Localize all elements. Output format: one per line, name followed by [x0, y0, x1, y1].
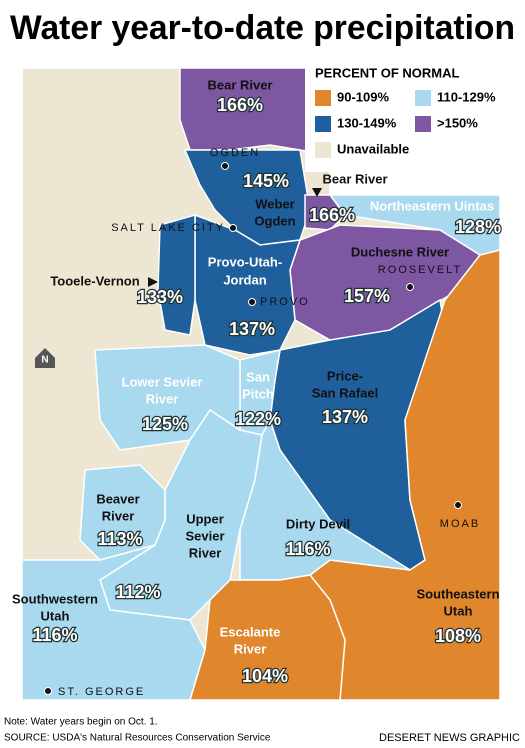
region-name: Price-	[327, 368, 363, 383]
region-value: 116%	[285, 539, 330, 559]
region-value: 128%	[455, 217, 501, 237]
region-name: Provo-Utah-	[208, 254, 282, 269]
legend-label: 90-109%	[337, 89, 389, 104]
region-value: 113%	[97, 529, 142, 549]
region-name: Utah	[444, 603, 473, 618]
legend-label: >150%	[437, 115, 478, 130]
legend-swatch	[415, 116, 431, 132]
city-dot	[221, 162, 229, 170]
city-name: SALT LAKE CITY	[111, 222, 225, 234]
region-name: Dirty Devil	[286, 516, 350, 531]
legend-label: 110-129%	[437, 89, 496, 104]
region-value: 125%	[142, 414, 188, 434]
credit: DESERET NEWS GRAPHIC	[379, 732, 520, 744]
region-name: River	[146, 391, 179, 406]
legend-box	[305, 62, 520, 172]
region-value: 137%	[229, 319, 275, 339]
city-dot	[44, 687, 52, 695]
region-name: Duchesne River	[351, 244, 449, 259]
region-name: Sevier	[185, 528, 224, 543]
city-name: MOAB	[440, 518, 480, 530]
region-value: 157%	[344, 286, 390, 306]
pointer-arrow	[148, 277, 158, 287]
legend-swatch	[315, 142, 331, 158]
north-icon: N	[35, 348, 55, 368]
city-name: ROOSEVELT	[378, 264, 462, 276]
region-value: 122%	[235, 409, 281, 429]
region	[21, 544, 206, 701]
city-name: OGDEN	[210, 147, 260, 159]
title: Water year-to-date precipitation	[10, 9, 515, 47]
region-name: River	[102, 508, 135, 523]
legend-swatch	[315, 116, 331, 132]
source: SOURCE: USDA's Natural Resources Conserv…	[4, 733, 271, 744]
legend-label: 130-149%	[337, 115, 397, 130]
region-value: 108%	[435, 626, 481, 646]
region	[194, 213, 302, 356]
region-name: Bear River	[322, 171, 387, 186]
region-name: Weber	[255, 196, 295, 211]
city-dot	[406, 283, 414, 291]
region-value: 137%	[322, 407, 368, 427]
region-value: 166%	[309, 205, 355, 225]
region-name: Southwestern	[12, 591, 98, 606]
legend-swatch	[315, 90, 331, 106]
region-value: 145%	[243, 171, 289, 191]
region-name: Utah	[41, 608, 70, 623]
svg-text:N: N	[41, 355, 48, 366]
region-value: 166%	[217, 95, 263, 115]
region-name: Ogden	[254, 213, 295, 228]
region-name: Bear River	[207, 77, 272, 92]
region-name: River	[189, 545, 222, 560]
region-name: Upper	[186, 511, 224, 526]
city-name: PROVO	[260, 296, 310, 308]
legend-title: PERCENT OF NORMAL	[315, 65, 460, 80]
region-value: 112%	[115, 582, 160, 602]
region-name: Northeastern Uintas	[370, 198, 494, 213]
pointer-arrow	[312, 188, 322, 197]
legend-swatch	[415, 90, 431, 106]
city-dot	[248, 298, 256, 306]
region-value: 133%	[137, 287, 183, 307]
region-name: River	[234, 641, 267, 656]
region-name: Tooele-Vernon	[50, 273, 139, 288]
legend-label: Unavailable	[337, 141, 409, 156]
region-name: Southeastern	[416, 586, 499, 601]
city-dot	[229, 224, 237, 232]
region-value: 104%	[242, 666, 288, 686]
region	[239, 418, 411, 581]
region-value: 116%	[32, 625, 77, 645]
region-name: Lower Sevier	[122, 374, 203, 389]
city-dot	[454, 501, 462, 509]
region-name: San Rafael	[312, 385, 378, 400]
note: Note: Water years begin on Oct. 1.	[4, 717, 158, 728]
region-name: Beaver	[96, 491, 139, 506]
region	[157, 214, 196, 336]
region-name: San	[246, 369, 270, 384]
region-name: Escalante	[220, 624, 281, 639]
region-name: Jordan	[223, 272, 266, 287]
city-name: ST. GEORGE	[58, 686, 145, 698]
region-name: Pitch	[242, 386, 274, 401]
region	[188, 574, 346, 701]
